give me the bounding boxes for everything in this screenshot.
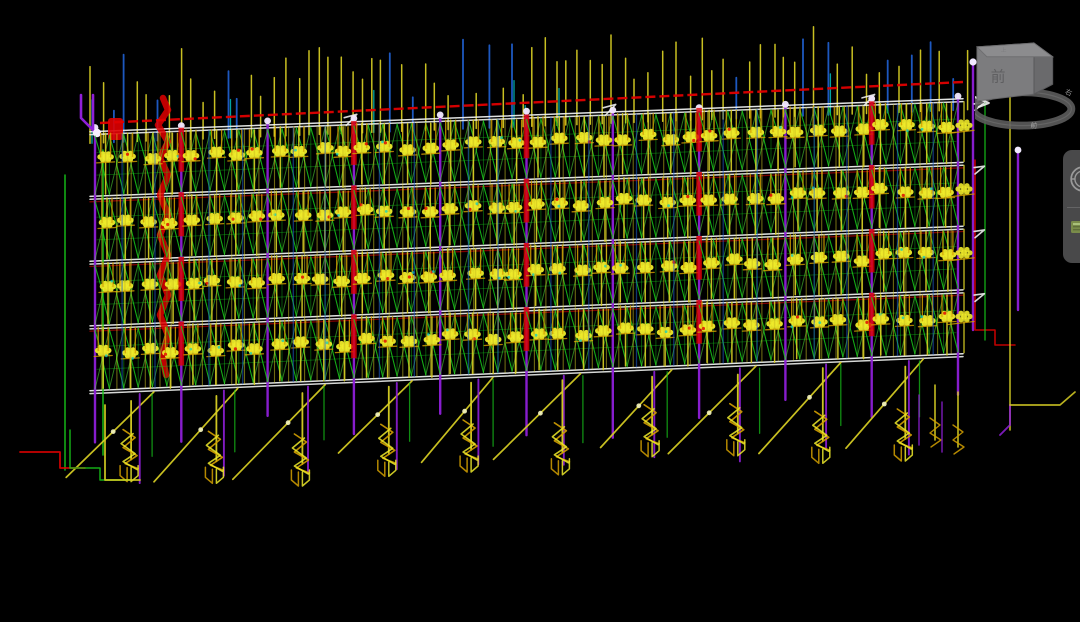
svg-text:上: 上 xyxy=(1001,46,1007,54)
svg-text:前: 前 xyxy=(991,68,1006,85)
